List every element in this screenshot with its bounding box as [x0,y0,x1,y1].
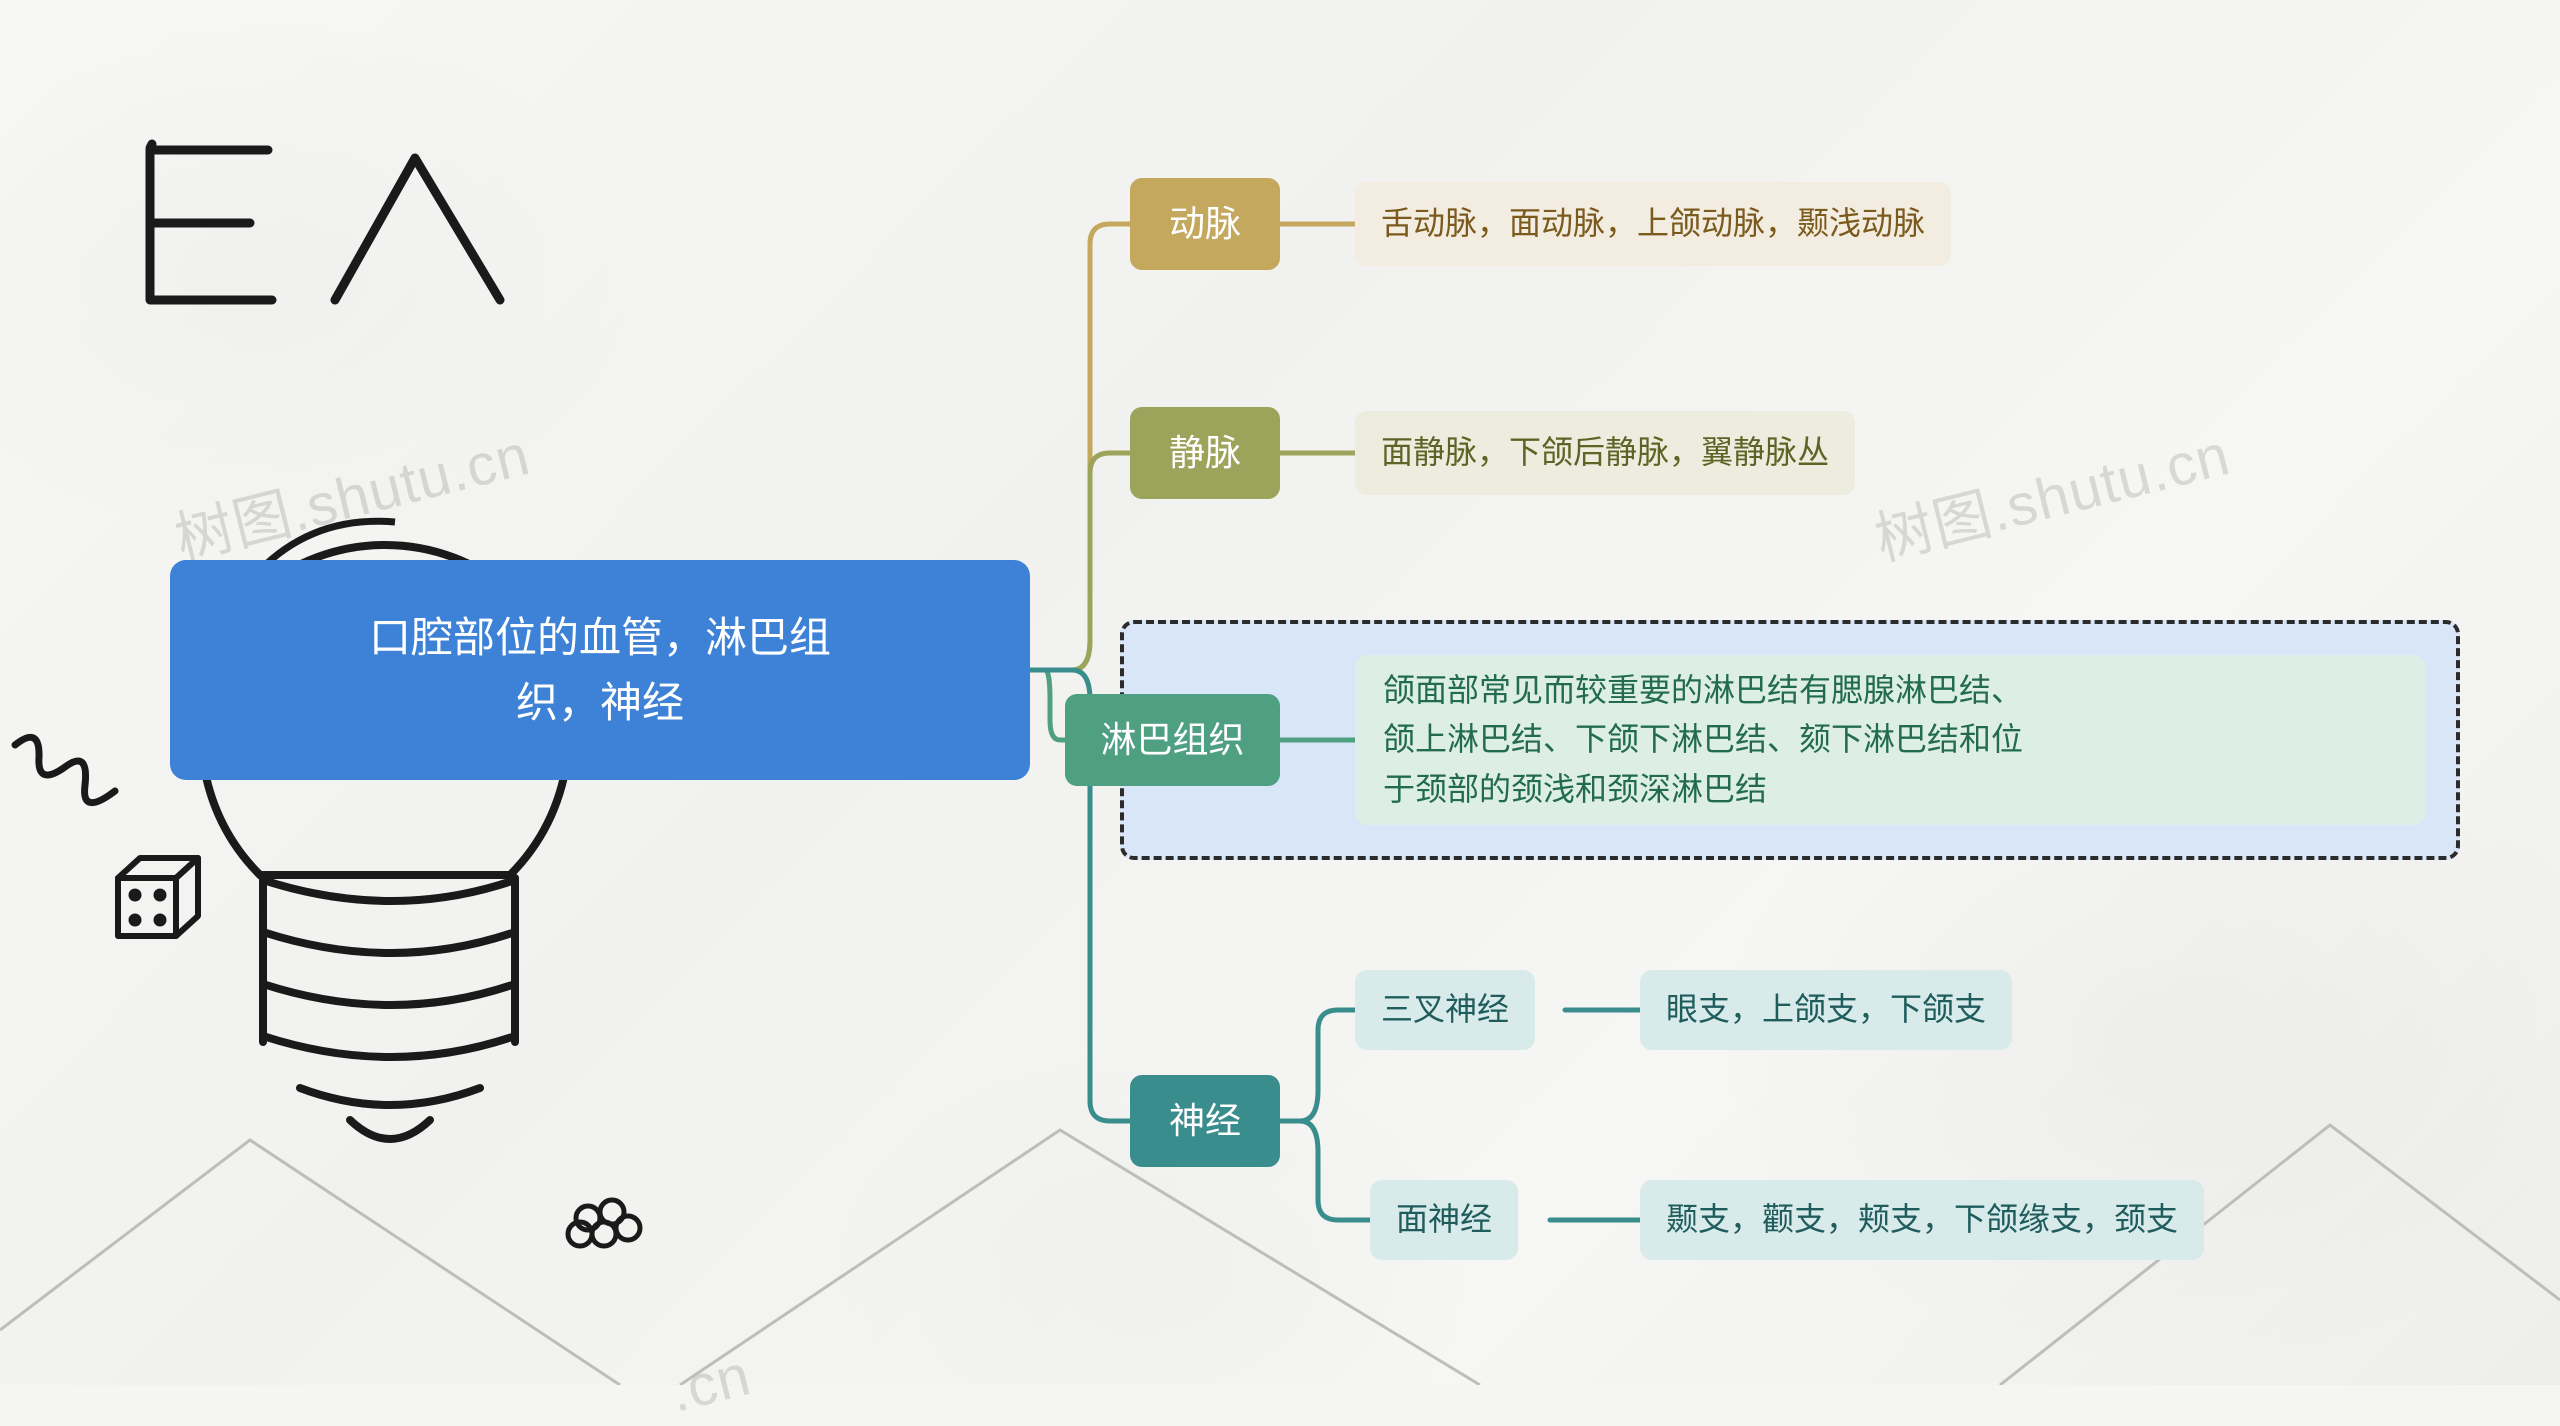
root-label: 口腔部位的血管，淋巴组织，神经 [369,605,831,735]
node-facial-detail[interactable]: 颞支，颧支，颊支，下颌缘支，颈支 [1640,1180,2204,1260]
node-vein[interactable]: 静脉 [1130,407,1280,499]
node-vein-detail[interactable]: 面静脉，下颌后静脉，翼静脉丛 [1355,411,1855,495]
mindmap-canvas: 树图.shutu.cn 树图.shutu.cn .cn [0,0,2560,1385]
node-lymph-label: 淋巴组织 [1100,712,1244,768]
root-node[interactable]: 口腔部位的血管，淋巴组织，神经 [170,560,1030,780]
node-lymph-detail[interactable]: 颌面部常见而较重要的淋巴结有腮腺淋巴结、颌上淋巴结、下颌下淋巴结、颏下淋巴结和位… [1355,655,2425,825]
node-trigeminal-detail[interactable]: 眼支，上颌支，下颌支 [1640,970,2012,1050]
node-artery-detail-label: 舌动脉，面动脉，上颌动脉，颞浅动脉 [1381,199,1925,249]
node-artery-label: 动脉 [1169,196,1241,252]
node-nerve-label: 神经 [1169,1093,1241,1149]
node-lymph-detail-label: 颌面部常见而较重要的淋巴结有腮腺淋巴结、颌上淋巴结、下颌下淋巴结、颏下淋巴结和位… [1383,666,2023,815]
node-artery-detail[interactable]: 舌动脉，面动脉，上颌动脉，颞浅动脉 [1355,182,1951,266]
node-vein-label: 静脉 [1169,425,1241,481]
node-facial[interactable]: 面神经 [1370,1180,1518,1260]
node-trigeminal[interactable]: 三叉神经 [1355,970,1535,1050]
node-nerve[interactable]: 神经 [1130,1075,1280,1167]
node-artery[interactable]: 动脉 [1130,178,1280,270]
node-facial-label: 面神经 [1396,1195,1492,1245]
node-trigeminal-detail-label: 眼支，上颌支，下颌支 [1666,985,1986,1035]
node-lymph[interactable]: 淋巴组织 [1065,694,1280,786]
node-trigeminal-label: 三叉神经 [1381,985,1509,1035]
node-facial-detail-label: 颞支，颧支，颊支，下颌缘支，颈支 [1666,1195,2178,1245]
node-vein-detail-label: 面静脉，下颌后静脉，翼静脉丛 [1381,428,1829,478]
